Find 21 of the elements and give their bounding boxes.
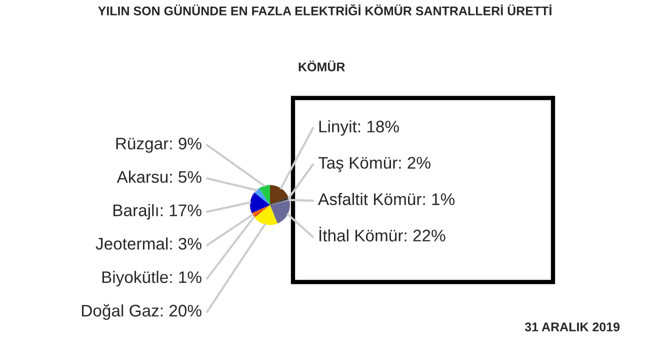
pie-slice	[259, 185, 270, 205]
pie-slice	[270, 199, 290, 205]
slice-label: Biyokütle: 1%	[102, 270, 202, 286]
pie-slice	[254, 188, 270, 205]
slice-label: Doğal Gaz: 20%	[82, 304, 202, 320]
pie-slice	[270, 185, 288, 205]
slice-label: Asfaltit Kömür: 1%	[318, 192, 454, 206]
text: 31 ARALIK 2019	[524, 322, 620, 332]
text: KÖMÜR	[298, 60, 345, 72]
pie-slice	[270, 196, 290, 205]
slice-label: Taş Kömür: 2%	[318, 156, 430, 172]
slice-label: Barajlı: 17%	[114, 204, 202, 220]
slice-label: Akarsu: 5%	[116, 170, 202, 183]
slice-label: Jeotermal: 3%	[96, 237, 202, 250]
slice-label: Rüzgar: 9%	[116, 138, 202, 153]
slice-label: İthal Kömür: 22%	[320, 226, 446, 242]
pie-slice	[254, 205, 278, 225]
chart-title: YILIN SON GÜNÜNDE EN FAZLA ELEKTRİĞİ KÖMÜR SANTRALLERİ ÜRETTİ	[98, 4, 552, 16]
pie-slice	[270, 200, 290, 224]
pie-slice	[250, 192, 270, 214]
slice-label: Linyit: 18%	[319, 120, 399, 136]
